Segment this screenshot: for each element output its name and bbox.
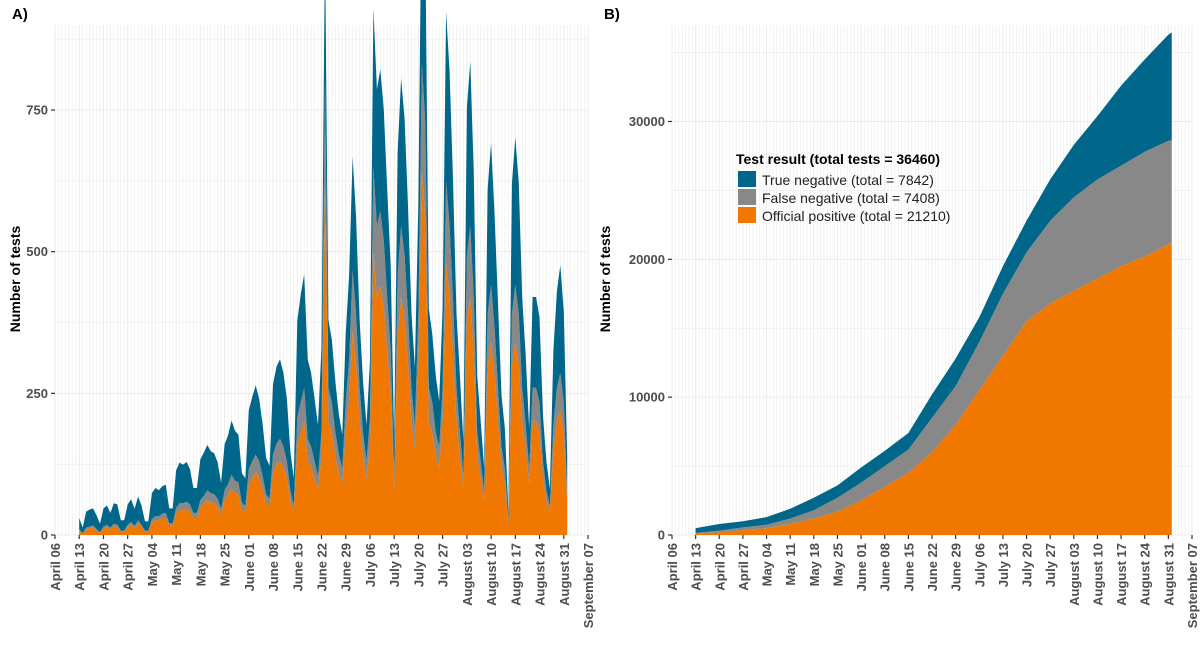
x-tick-label: August 10 [484,543,499,606]
panel-b-letter: B) [604,6,620,23]
x-tick-label: April 27 [121,543,136,591]
x-tick-label: August 10 [1091,543,1106,606]
y-tick-label: 750 [26,103,48,118]
panel-a-y-axis: 0 250 500 750 [26,103,55,543]
y-tick-label: 250 [26,386,48,401]
x-tick-label: July 20 [411,543,426,587]
x-tick-label: July 06 [363,543,378,587]
area-false-negative [695,140,1172,534]
x-tick-label: September 07 [1185,543,1200,628]
x-tick-label: June 22 [925,543,940,591]
x-tick-label: June 01 [854,543,869,591]
legend: Test result (total tests = 36460) True n… [736,151,950,224]
y-tick-label: 0 [658,528,665,543]
y-tick-label: 20000 [629,252,665,267]
x-tick-label: June 29 [339,543,354,591]
x-tick-label: June 01 [242,543,257,591]
x-tick-label: August 03 [460,543,475,606]
y-tick-label: 500 [26,244,48,259]
x-tick-label: June 15 [901,543,916,591]
panel-b-y-axis: 0 10000 20000 30000 [629,114,672,543]
panel-a-y-axis-title: Number of tests [7,226,23,333]
x-tick-label: September 07 [581,543,596,628]
legend-title: Test result (total tests = 36460) [736,151,940,167]
x-tick-label: June 08 [878,543,893,591]
x-tick-label: May 04 [760,542,775,586]
x-tick-label: August 24 [533,542,548,606]
x-tick-label: August 17 [508,543,523,606]
x-tick-label: May 25 [831,543,846,586]
legend-label-false-negative: False negative (total = 7408) [762,190,940,206]
area-official-positive [79,172,568,536]
x-tick-label: July 13 [387,543,402,587]
x-tick-label: July 27 [436,543,451,587]
x-tick-label: May 18 [193,543,208,586]
x-tick-label: May 18 [807,543,822,586]
x-tick-label: May 04 [145,542,160,586]
x-tick-label: July 06 [972,543,987,587]
x-tick-label: August 31 [557,543,572,606]
x-tick-label: June 29 [949,543,964,591]
x-tick-label: April 06 [665,543,680,591]
panel-a-areas [79,0,568,536]
x-tick-label: August 31 [1161,543,1176,606]
legend-swatch-official-positive [738,207,756,223]
x-tick-label: April 13 [689,543,704,591]
x-tick-label: May 25 [218,543,233,586]
y-tick-label: 30000 [629,114,665,129]
x-tick-label: April 20 [97,543,112,591]
x-tick-label: July 13 [996,543,1011,587]
x-tick-label: June 22 [315,543,330,591]
area-false-negative [79,63,568,534]
area-true-negative [79,0,568,534]
x-tick-label: August 17 [1114,543,1129,606]
panel-b-x-axis: April 06 April 13 April 20 April 27 May 04 Ma… [665,535,1200,628]
x-tick-label: April 13 [72,543,87,591]
x-tick-label: July 27 [1043,543,1058,587]
y-tick-label: 10000 [629,390,665,405]
x-tick-label: June 15 [290,543,305,591]
x-tick-label: April 06 [48,543,63,591]
panel-a-x-axis: April 06 April 13 April 20 April 27 May 04 Ma… [48,535,596,628]
x-tick-label: April 20 [712,543,727,591]
panel-b-areas [695,32,1172,535]
legend-label-official-positive: Official positive (total = 21210) [762,208,950,224]
panel-a-letter: A) [12,6,28,23]
legend-swatch-false-negative [738,189,756,205]
y-tick-label: 0 [41,528,48,543]
x-tick-label: May 11 [169,543,184,586]
x-tick-label: May 11 [783,543,798,586]
x-tick-label: July 20 [1020,543,1035,587]
x-tick-label: August 24 [1138,542,1153,606]
area-true-negative [695,32,1172,533]
legend-swatch-true-negative [738,171,756,187]
panel-b-y-axis-title: Number of tests [597,226,613,333]
panel-b-grid [671,25,1193,536]
x-tick-label: June 08 [266,543,281,591]
x-tick-label: April 27 [736,543,751,591]
x-tick-label: August 03 [1067,543,1082,606]
area-official-positive [695,242,1172,535]
legend-label-true-negative: True negative (total = 7842) [762,172,934,188]
